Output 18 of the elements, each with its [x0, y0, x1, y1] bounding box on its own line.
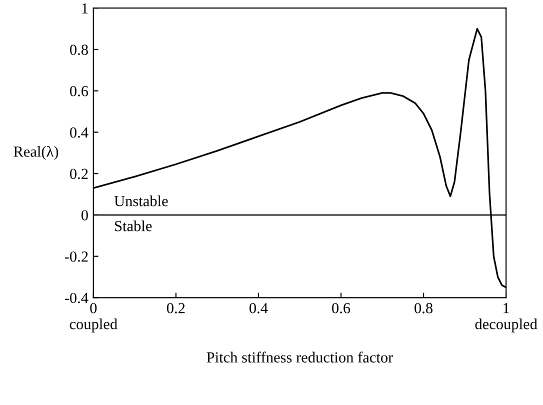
x-tick-label: 0.2: [166, 302, 185, 314]
annotation: Unstable: [114, 196, 168, 206]
y-tick-label: 0.2: [70, 168, 88, 180]
y-axis-title: Real(λ): [14, 146, 58, 160]
x-tick-label: 0.6: [332, 302, 350, 314]
y-tick-label: 0.4: [70, 127, 88, 138]
y-tick-label: 0.8: [70, 44, 88, 55]
y-tick-label: -0.2: [64, 251, 88, 262]
y-tick-label: 0.6: [70, 86, 88, 96]
y-tick-label: 0: [81, 210, 88, 220]
annotation: Stable: [115, 220, 152, 232]
x-tick-label: 0.4: [250, 302, 268, 314]
x-tick-label: 0.8: [414, 302, 433, 314]
y-tick-label: 1: [82, 3, 88, 14]
x-tick-label: 1 decoupled: [475, 303, 538, 332]
x-axis-title: Pitch stiffness reduction factor: [206, 352, 394, 363]
x-tick-label: 0 coupled: [70, 302, 118, 332]
y-tick-label: -0.4: [64, 292, 88, 304]
